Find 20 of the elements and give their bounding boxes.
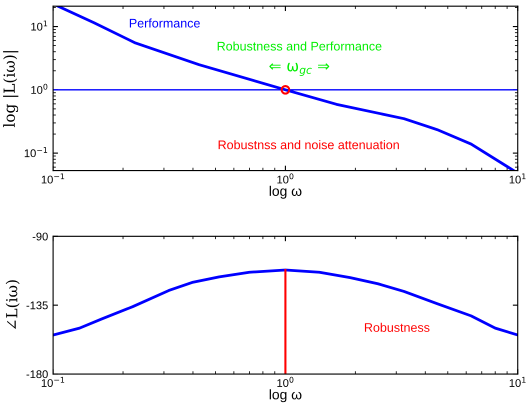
y-axis-title: log |L(iω)| (3, 51, 18, 128)
x-tick-label: 10$^{1}$ (510, 173, 526, 184)
y-axis-title: ∠L(iω) (6, 280, 20, 330)
y-tick-label: 10$^{1}$ (31, 20, 48, 31)
x-tick-label: 10$^{0}$ (277, 173, 294, 184)
y-tick-label: 10$^{−1}$ (24, 147, 48, 158)
x-tick-label: 10$^{−1}$ (42, 173, 64, 184)
annotation: Performance (130, 18, 200, 28)
annotation: Robustnss and noise attenuation (218, 140, 399, 150)
annotation: ⇐ ω$_{gc}$ ⇒ (269, 62, 330, 76)
y-tick-label: -135 (26, 301, 48, 310)
y-tick-label: -180 (26, 370, 48, 378)
x-axis-title: log ω (270, 186, 302, 199)
y-tick-label: -90 (32, 232, 48, 240)
y-tick-label: 10$^{0}$ (31, 84, 48, 94)
x-tick-label: 10$^{0}$ (277, 376, 294, 387)
annotation: Robustness and Performance (218, 41, 382, 51)
x-tick-label: 10$^{1}$ (510, 376, 526, 387)
x-axis-title: log ω (270, 389, 302, 402)
annotation: Robustness (364, 322, 430, 332)
